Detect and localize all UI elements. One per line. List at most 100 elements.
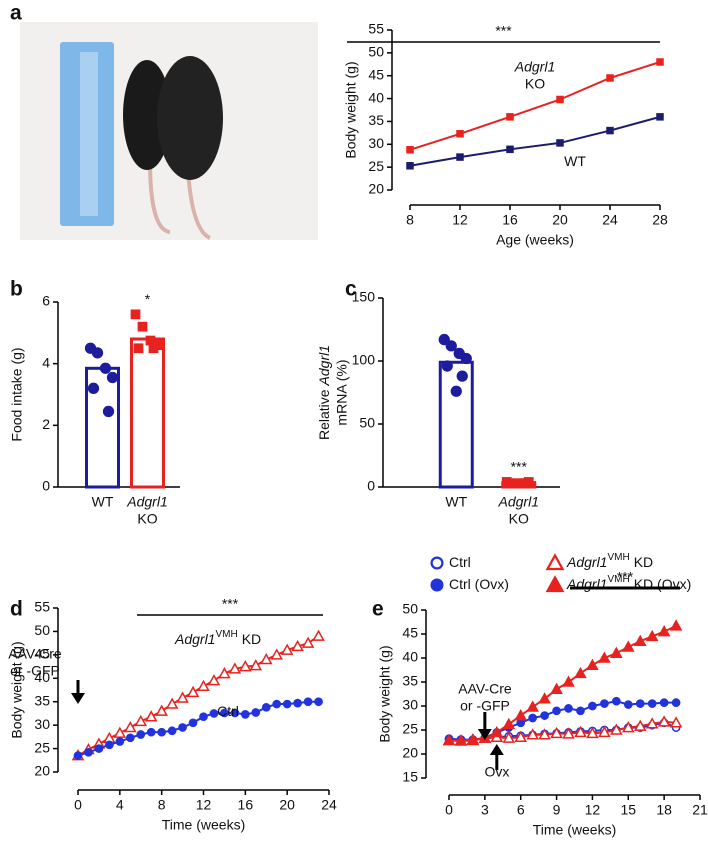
marker <box>230 708 240 718</box>
y-tick-label: 30 <box>368 135 384 151</box>
marker <box>645 717 659 729</box>
y-tick-label: 25 <box>402 721 418 737</box>
marker <box>550 726 563 739</box>
y-tick-label: 100 <box>352 352 376 368</box>
y-tick-label: 35 <box>34 692 50 708</box>
series-line <box>77 700 319 757</box>
x-tick-label: 12 <box>196 797 212 813</box>
marker <box>137 321 148 332</box>
marker <box>133 343 144 354</box>
y-tick-label: 30 <box>402 697 418 713</box>
marker <box>178 723 187 732</box>
y-tick-label: 150 <box>352 289 376 305</box>
marker <box>251 708 261 717</box>
marker <box>502 731 516 743</box>
y-axis-label: Body weight (g) <box>343 61 359 158</box>
annotation: AAV-Cre <box>458 681 512 697</box>
x-tick-label: 20 <box>279 797 295 813</box>
x-tick-label: 8 <box>158 797 166 813</box>
x-tick-label: 24 <box>602 212 618 228</box>
marker <box>526 700 539 712</box>
marker <box>94 744 104 753</box>
y-tick-label: 45 <box>402 625 418 641</box>
marker <box>73 751 83 760</box>
arrow-head <box>477 729 492 740</box>
series-line <box>409 115 661 167</box>
marker <box>165 697 179 709</box>
marker <box>406 146 414 154</box>
marker <box>588 701 597 711</box>
marker <box>91 347 104 359</box>
marker <box>280 643 294 655</box>
legend-label: Ctrl (Ovx) <box>449 576 509 592</box>
x-tick-label: 21 <box>692 802 708 818</box>
x-tick-label: 4 <box>116 797 124 813</box>
marker <box>556 139 564 147</box>
marker <box>301 636 315 648</box>
marker <box>155 704 168 716</box>
y-tick-label: 40 <box>368 89 384 105</box>
marker <box>259 652 273 665</box>
y-tick-label: 20 <box>402 745 418 761</box>
y-tick-label: 20 <box>368 181 384 197</box>
y-axis-label: Body weight (g) <box>377 645 393 742</box>
x-tick-label: KO <box>509 511 529 527</box>
x-tick-label: Adgrl1 <box>126 494 167 510</box>
marker <box>199 712 208 722</box>
x-tick-label: 12 <box>452 212 468 228</box>
y-tick-label: 20 <box>34 763 50 779</box>
y-tick-label: 50 <box>359 415 375 431</box>
annotation: Ovx <box>485 764 510 780</box>
marker <box>528 713 538 723</box>
significance-label: *** <box>222 596 239 612</box>
series-line <box>409 61 661 151</box>
marker <box>574 666 587 679</box>
series-label: Adgrl1VMH KD <box>174 629 261 647</box>
marker <box>656 113 664 121</box>
x-tick-label: Adgrl1 <box>498 494 539 510</box>
marker <box>186 685 200 698</box>
marker <box>586 726 599 739</box>
marker <box>113 726 127 738</box>
marker <box>303 697 313 707</box>
legend-label: Adgrl1VMH KD <box>566 552 653 570</box>
annotation: AAV-Cre <box>8 646 62 662</box>
marker <box>545 553 565 571</box>
marker <box>134 714 148 727</box>
x-tick-label: 8 <box>406 212 414 228</box>
marker <box>102 405 115 418</box>
significance-label: *** <box>511 459 528 475</box>
marker <box>209 709 219 718</box>
y-tick-label: 40 <box>402 649 418 665</box>
marker <box>519 478 530 489</box>
marker <box>669 619 683 631</box>
y-tick-label: 35 <box>402 673 418 689</box>
x-tick-label: 16 <box>502 212 518 228</box>
marker <box>633 634 647 646</box>
marker <box>490 725 504 738</box>
marker <box>622 721 635 733</box>
marker <box>460 352 472 365</box>
y-tick-label: 15 <box>402 769 418 785</box>
legend-label-part: VMH <box>607 574 629 585</box>
marker <box>622 640 635 652</box>
marker <box>526 728 539 740</box>
marker <box>87 382 100 394</box>
marker <box>125 733 135 743</box>
marker <box>106 371 119 384</box>
marker <box>466 734 480 746</box>
marker <box>574 725 587 738</box>
y-tick-label: 6 <box>42 293 50 309</box>
marker <box>656 58 664 66</box>
marker <box>606 126 614 135</box>
marker <box>270 648 283 660</box>
marker <box>611 696 621 706</box>
marker <box>146 727 156 737</box>
marker <box>538 692 551 704</box>
panel-label: d <box>10 598 23 621</box>
marker <box>438 333 450 346</box>
marker <box>218 667 231 679</box>
marker <box>504 478 515 489</box>
y-tick-label: 4 <box>42 354 50 370</box>
